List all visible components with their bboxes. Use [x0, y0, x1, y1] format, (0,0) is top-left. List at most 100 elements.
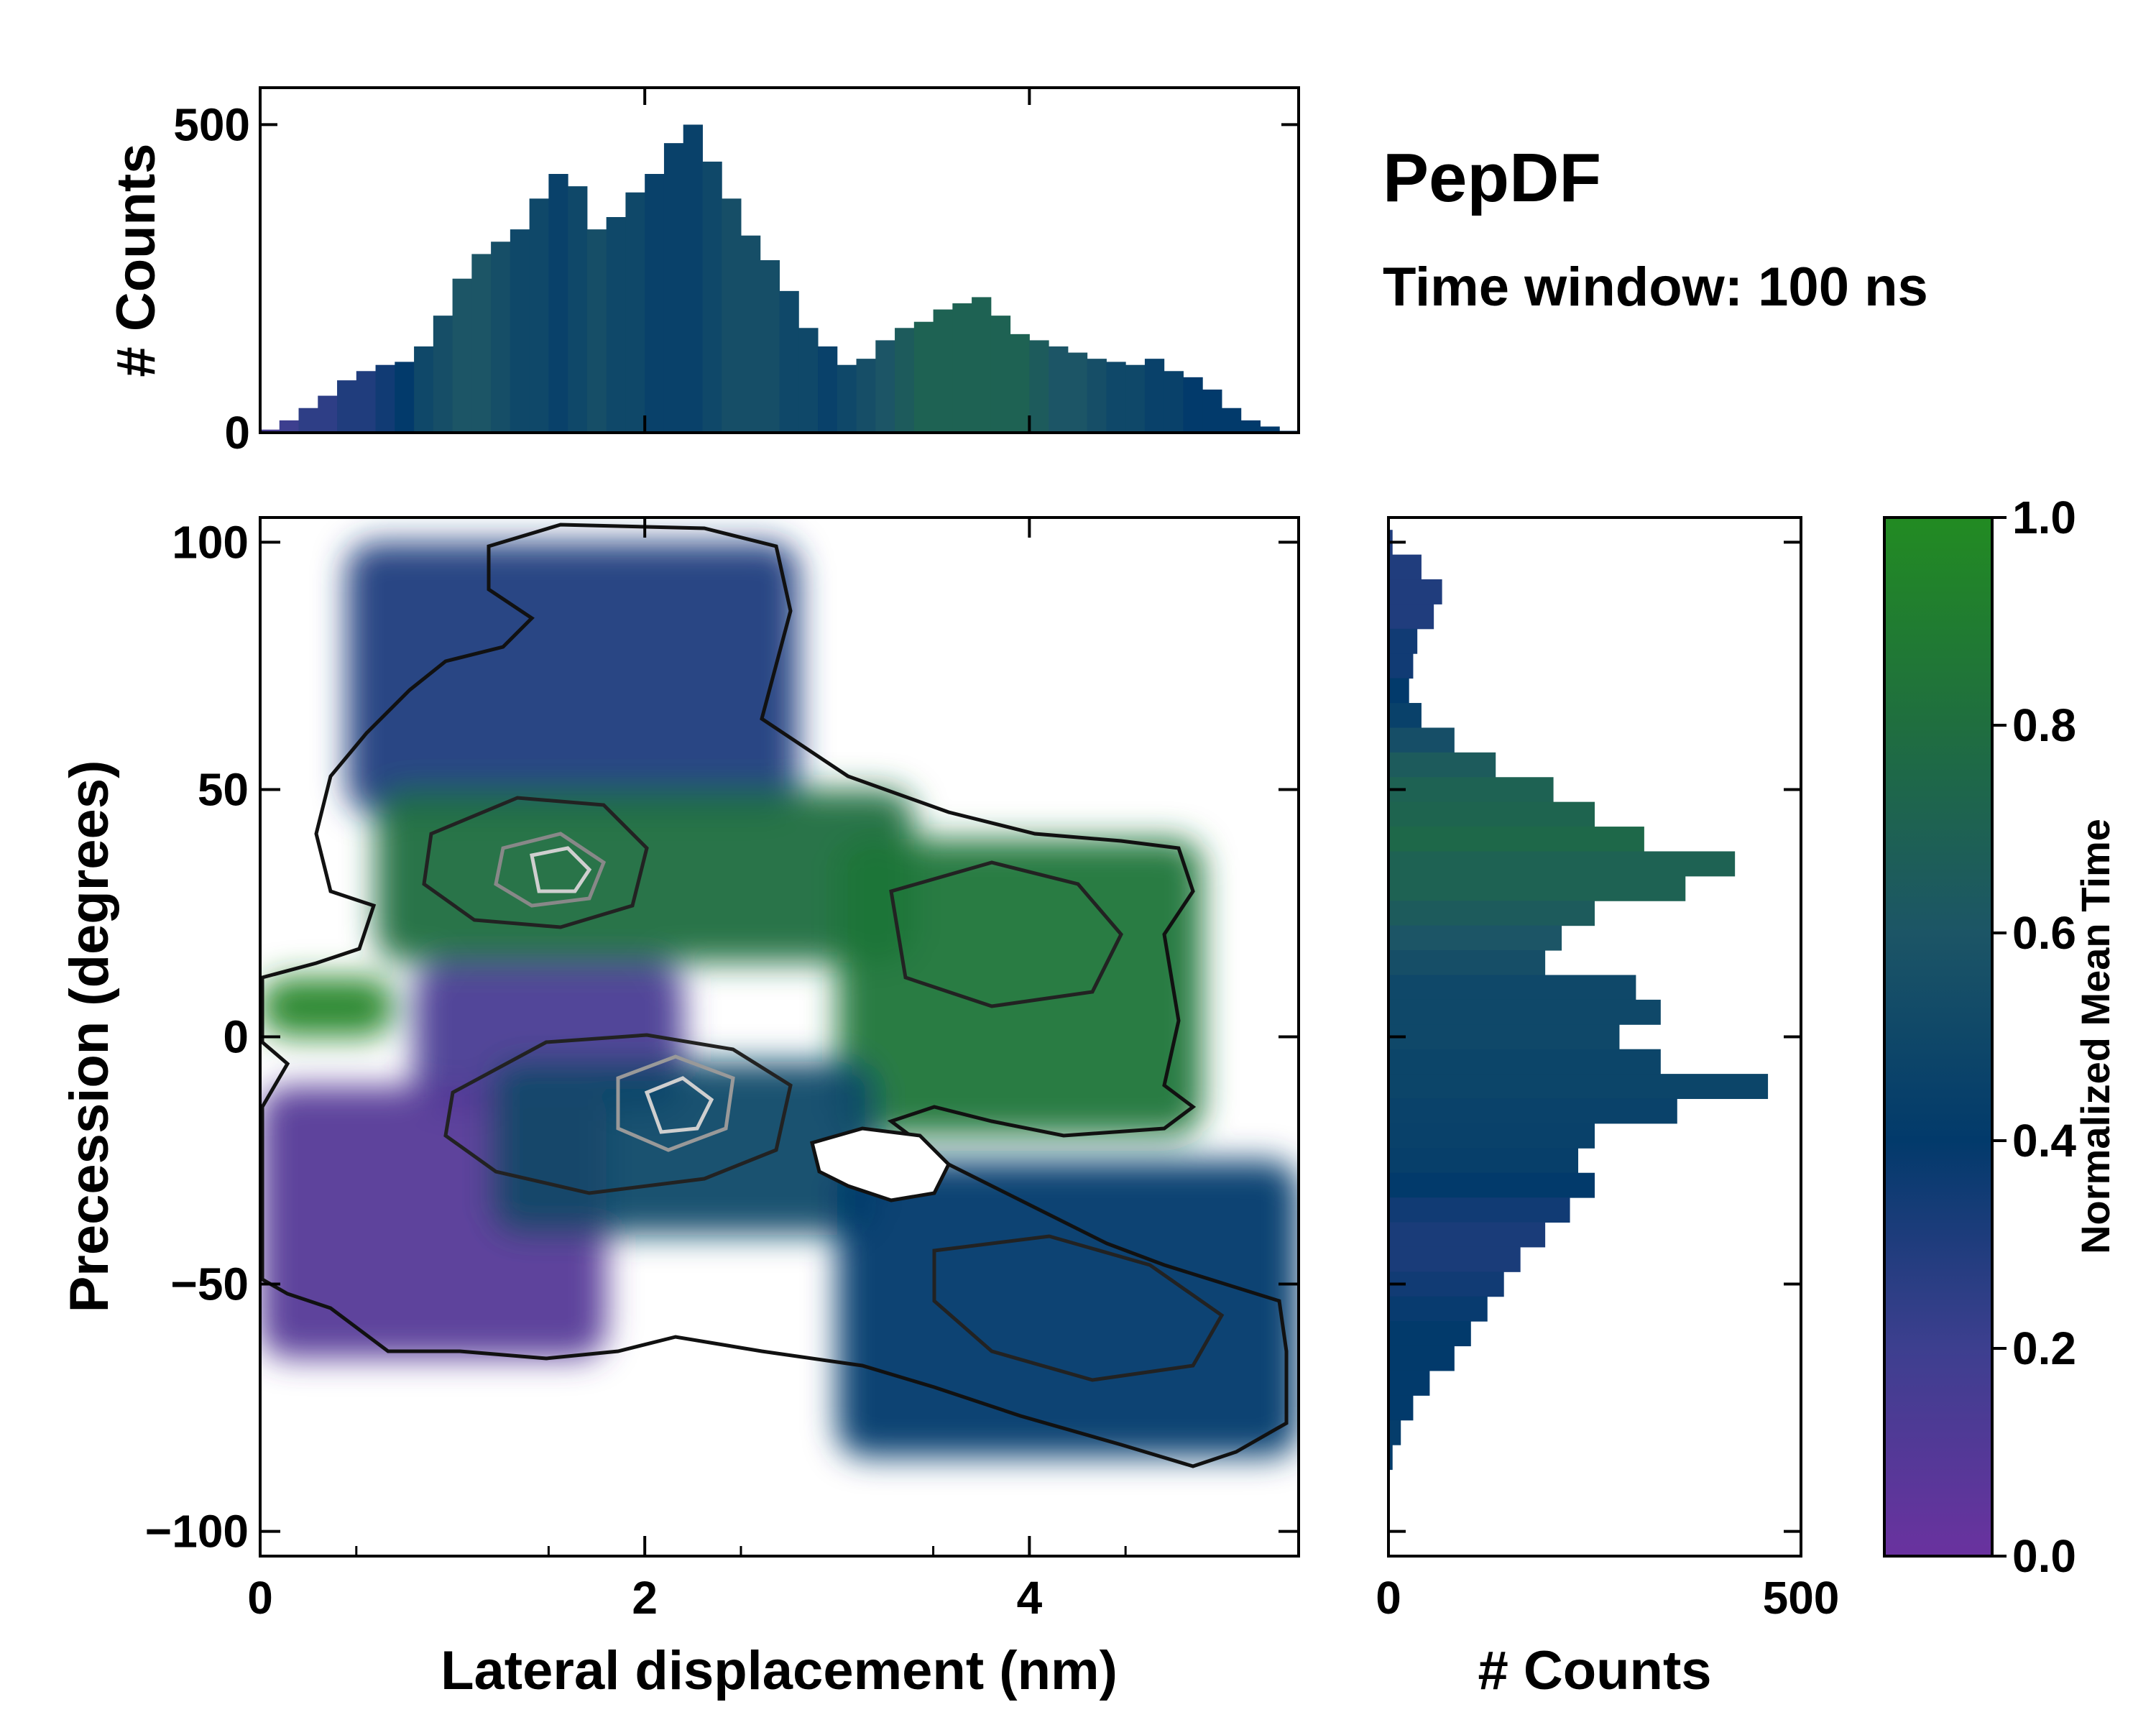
main-heatmap-ticks: 0 2 4 100 50 0 −50 −100 — [145, 516, 1299, 1624]
heatmap-region-upper-left — [346, 542, 799, 814]
right-x-tick-label: 500 — [1763, 1572, 1840, 1624]
colorbar-panel: 0.0 0.2 0.4 0.6 0.8 1.0 Normalized Mean Time — [1883, 492, 2118, 1582]
peak-contour-3 — [644, 1076, 714, 1134]
top-histogram-bar — [318, 395, 338, 433]
right-histogram-bar — [1388, 1148, 1579, 1174]
top-histogram-bar — [337, 380, 357, 433]
main-y-tick-label: −100 — [145, 1506, 249, 1558]
right-histogram-bar — [1388, 579, 1442, 604]
right-histogram-bar — [1388, 1420, 1401, 1445]
top-histogram-bar — [452, 278, 472, 433]
top-histogram-bar — [356, 371, 377, 433]
right-histogram-bar — [1388, 925, 1562, 951]
main-y-tick-label: −50 — [170, 1259, 249, 1310]
top-histogram-bar — [529, 198, 549, 433]
right-histogram-bar — [1388, 950, 1546, 975]
right-histogram-bar — [1388, 1321, 1471, 1347]
right-histogram-bar — [1388, 1024, 1620, 1050]
top-histogram-bar — [414, 346, 434, 433]
colorbar-tick-label: 1.0 — [2012, 492, 2076, 543]
top-histogram-bar — [586, 229, 607, 433]
colorbar-tick-label: 0.2 — [2012, 1322, 2076, 1374]
main-x-tick-label: 0 — [247, 1572, 273, 1624]
top-histogram-bar — [625, 192, 645, 433]
peak-contour-1 — [494, 832, 607, 908]
top-histogram-bar — [1106, 362, 1126, 433]
top-histogram-bar — [740, 235, 761, 433]
top-histogram-bar — [279, 420, 300, 433]
top-histogram-bar — [491, 242, 511, 433]
top-histogram-bar — [1164, 371, 1184, 433]
top-histogram-bar — [702, 161, 722, 433]
top-histogram-bar — [1125, 364, 1146, 433]
colorbar-tick-label: 0.8 — [2012, 699, 2076, 751]
top-histogram-bar — [1010, 334, 1030, 433]
top-histogram-bar — [1087, 359, 1107, 433]
top-histogram-bar — [972, 297, 992, 433]
right-histogram-bar — [1388, 875, 1686, 901]
right-histogram-bar — [1388, 1222, 1546, 1248]
main-heatmap-xlabel: Lateral displacement (nm) — [441, 1640, 1118, 1701]
top-histogram-bar — [510, 229, 530, 433]
main-x-tick-label: 4 — [1017, 1572, 1043, 1624]
right-histogram-bar — [1388, 1172, 1595, 1198]
right-histogram-bar — [1388, 975, 1636, 1000]
main-y-tick-label: 100 — [172, 516, 249, 568]
peak-contour-4 — [530, 846, 592, 893]
top-histogram-bar — [548, 174, 568, 433]
white-hole — [809, 1126, 952, 1202]
top-histogram-bar — [1240, 420, 1261, 433]
inner-contour-4 — [932, 1234, 1225, 1382]
heatmap-region-right-band — [837, 839, 1203, 1136]
right-histogram-ticks: 0 500 — [1376, 540, 1840, 1624]
right-histogram-bar — [1388, 851, 1736, 877]
right-histogram-bar — [1388, 827, 1644, 852]
right-histogram-bar — [1388, 727, 1455, 753]
right-histogram-bar — [1388, 1123, 1595, 1149]
main-heatmap-ylabel: Precession (degrees) — [59, 760, 120, 1313]
right-histogram-bar — [1388, 604, 1434, 630]
inner-contour-1 — [422, 796, 649, 929]
right-histogram-bar — [1388, 1346, 1455, 1371]
main-x-tick-label: 2 — [632, 1572, 658, 1624]
right-histogram-bar — [1388, 1370, 1430, 1396]
right-histogram-bar — [1388, 1049, 1661, 1075]
top-histogram-bar — [683, 124, 703, 433]
top-histogram-bar — [913, 321, 934, 433]
colorbar-tick-label: 0.4 — [2012, 1115, 2076, 1167]
right-histogram-xlabel: # Counts — [1478, 1640, 1711, 1701]
top-histogram-ticks: 0 500 — [173, 88, 1299, 459]
right-histogram-bar — [1388, 1445, 1393, 1471]
figure-title: PepDF — [1383, 139, 1601, 216]
right-histogram-bar — [1388, 1246, 1521, 1272]
top-histogram-bar — [779, 290, 799, 433]
colorbar-tick-label: 0.0 — [2012, 1530, 2076, 1582]
top-histogram-bars — [260, 124, 1299, 433]
top-histogram-bar — [875, 340, 895, 433]
heatmap-region-left-edge — [260, 977, 395, 1037]
top-histogram-bar — [260, 429, 280, 433]
right-histogram-bar — [1388, 1271, 1504, 1297]
right-histogram-bar — [1388, 801, 1595, 827]
top-histogram-bar — [1183, 377, 1203, 433]
colorbar-gradient — [1883, 516, 1994, 1558]
top-histogram-bar — [663, 143, 684, 433]
top-y-tick-label: 500 — [173, 98, 250, 150]
top-histogram-panel: 0 500 # Counts — [106, 86, 1300, 459]
top-histogram-bar — [837, 364, 857, 433]
outer-contour — [260, 523, 1289, 1468]
heatmap-contours — [260, 523, 1289, 1468]
right-histogram-bar — [1388, 678, 1409, 704]
right-x-tick-label: 0 — [1376, 1572, 1401, 1624]
top-histogram-bar — [1260, 426, 1280, 433]
right-histogram-bar — [1388, 1074, 1769, 1100]
top-histogram-frame — [259, 86, 1300, 434]
main-y-tick-label: 0 — [223, 1011, 249, 1063]
top-histogram-bar — [568, 186, 588, 433]
top-histogram-bar — [952, 303, 972, 433]
top-histogram-bar — [1029, 340, 1049, 433]
main-y-tick-label: 50 — [198, 763, 249, 815]
right-histogram-bar — [1388, 901, 1595, 926]
top-histogram-bar — [395, 362, 415, 433]
